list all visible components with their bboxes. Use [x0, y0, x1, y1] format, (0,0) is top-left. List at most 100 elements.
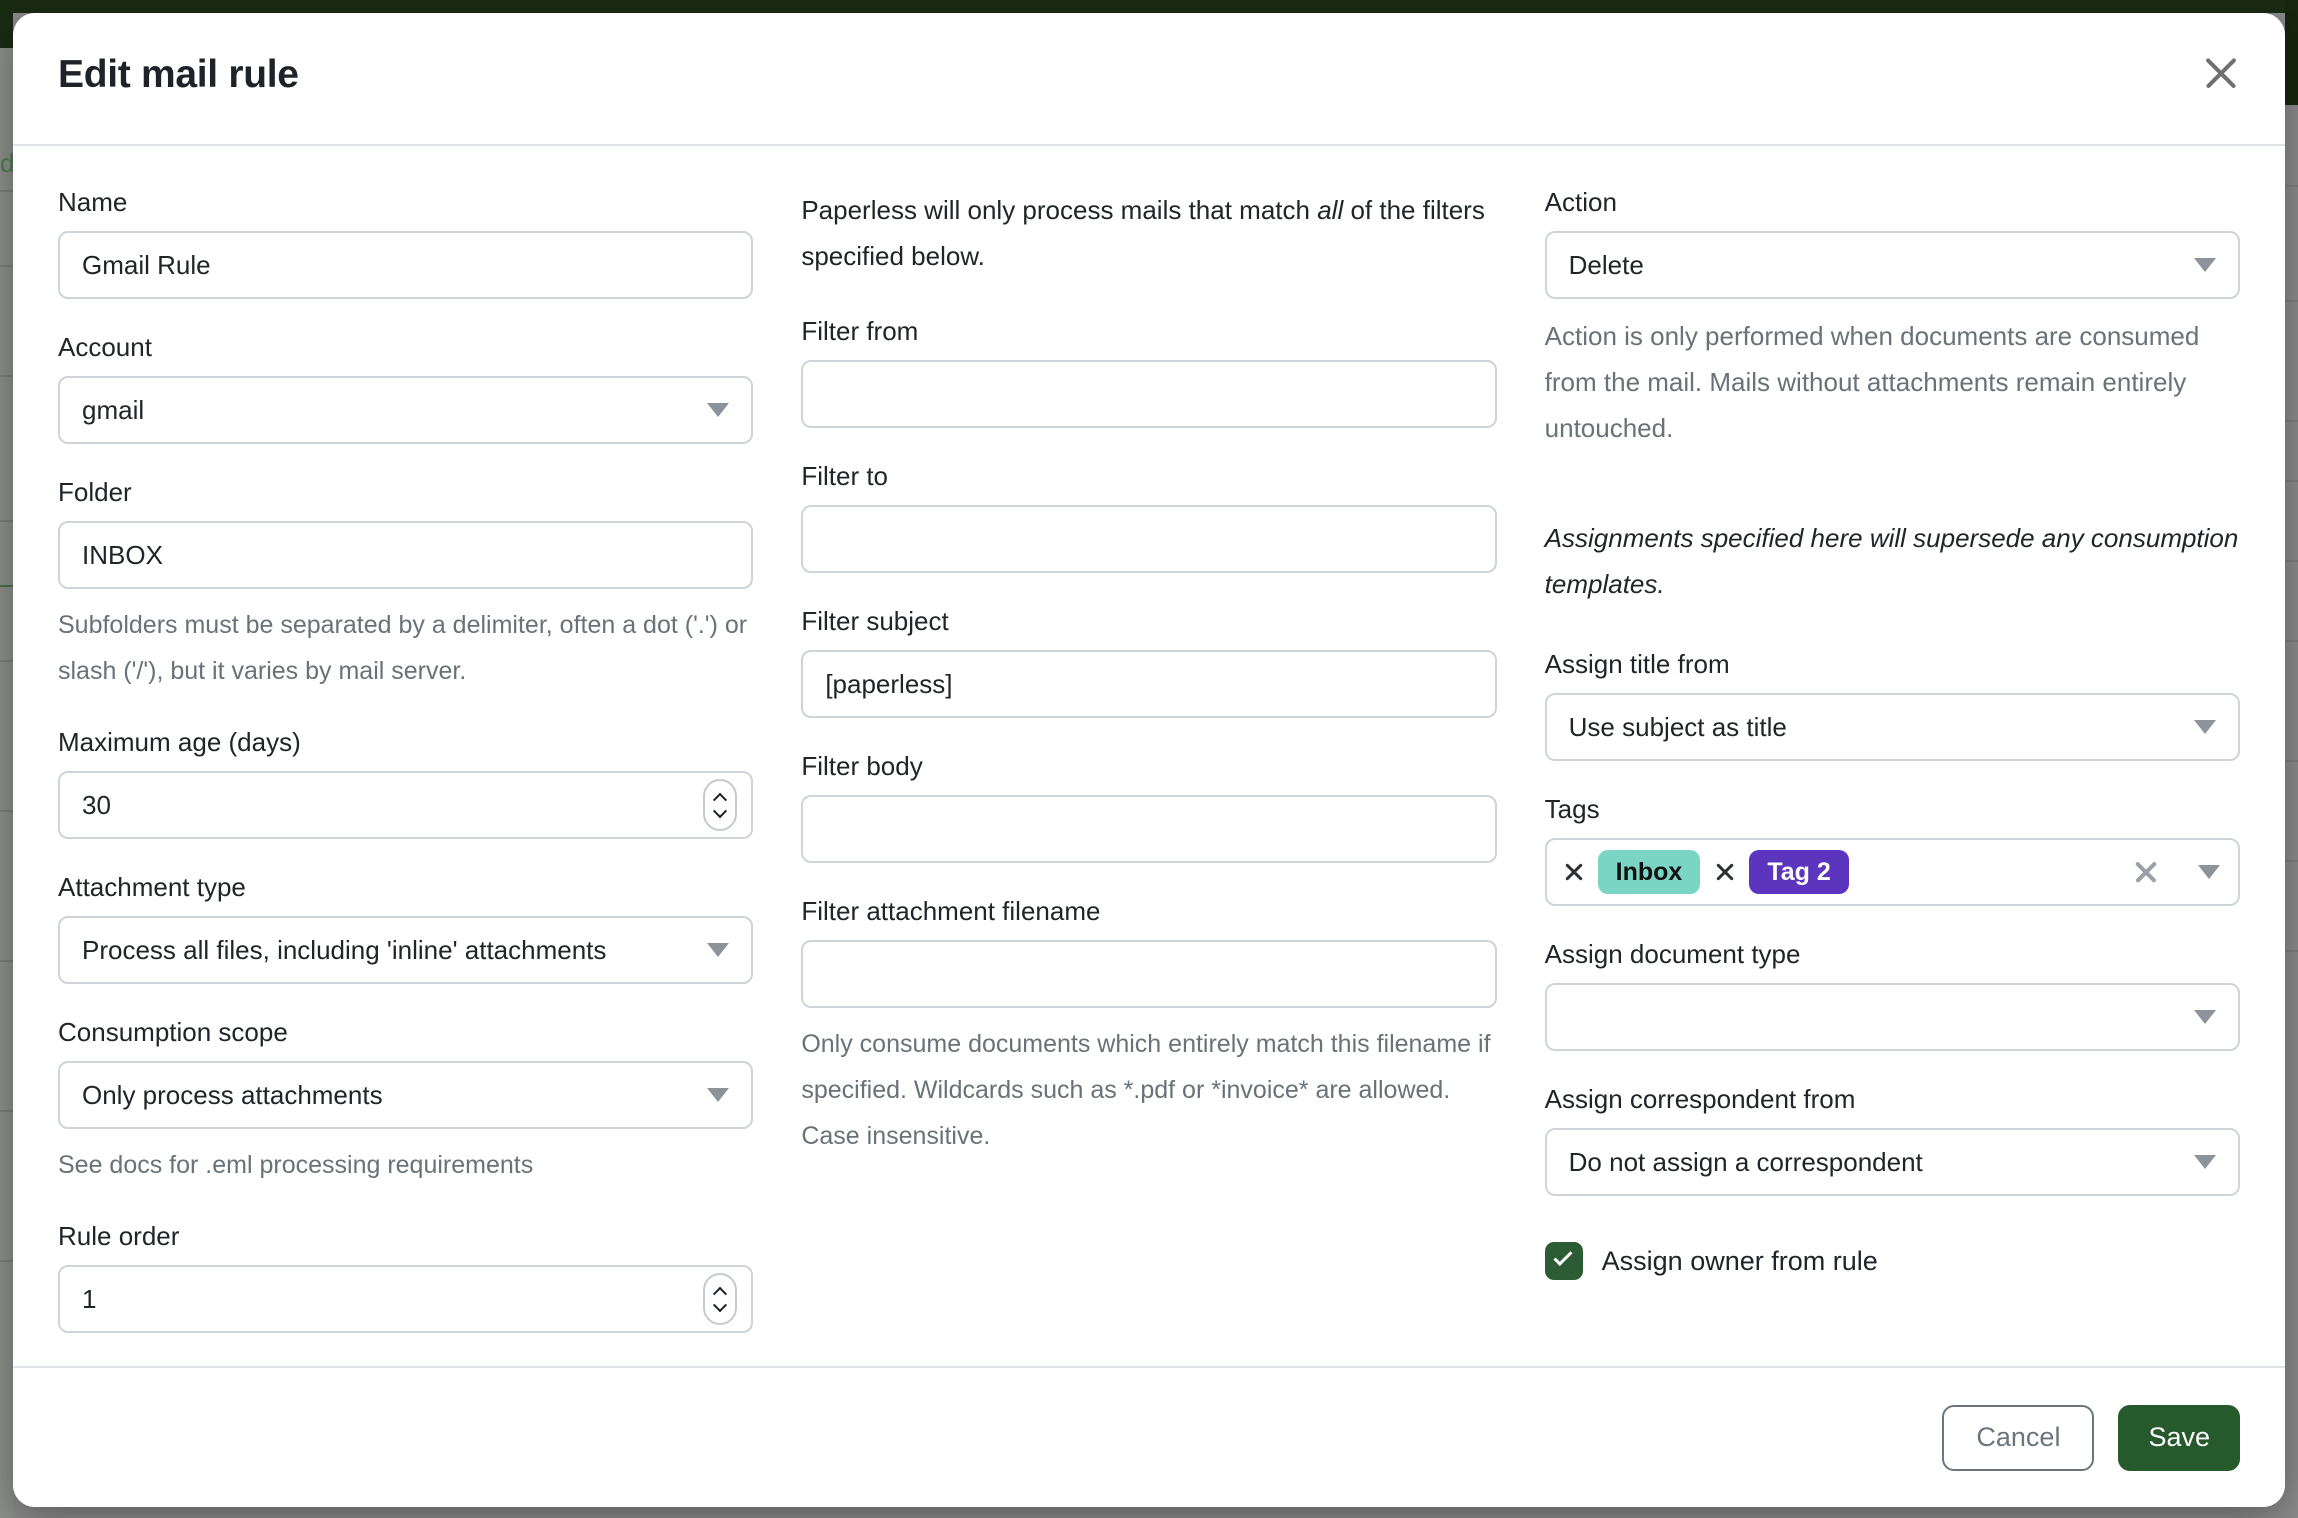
tags-group: Tags Inbox Tag 2 [1544, 794, 2240, 906]
rule-order-stepper[interactable] [703, 1273, 738, 1325]
assign-owner-label: Assign owner from rule [1601, 1245, 1878, 1276]
chevron-down-icon [707, 1088, 730, 1102]
rule-order-value[interactable]: 1 [82, 1283, 97, 1314]
filter-to-input[interactable] [801, 505, 1497, 573]
edit-mail-rule-dialog: Edit mail rule Name Account gmail Folder [13, 13, 2285, 1507]
assign-title-from-label: Assign title from [1544, 649, 1730, 679]
chevron-down-icon [2197, 865, 2220, 879]
filter-subject-group: Filter subject [801, 606, 1497, 718]
attachment-type-select-value: Process all files, including 'inline' at… [82, 934, 607, 965]
rule-order-group: Rule order 1 [58, 1221, 754, 1333]
attachment-type-select[interactable]: Process all files, including 'inline' at… [58, 916, 754, 984]
max-age-label: Maximum age (days) [58, 727, 301, 757]
close-icon [2201, 53, 2241, 93]
filter-attachment-filename-input[interactable] [801, 940, 1497, 1008]
attachment-type-group: Attachment type Process all files, inclu… [58, 872, 754, 984]
max-age-field: 30 [58, 771, 754, 839]
dialog-body: Name Account gmail Folder Subfolders mus… [13, 146, 2285, 1366]
stepper-down-icon [713, 1297, 728, 1312]
save-button[interactable]: Save [2118, 1404, 2240, 1471]
filter-body-input[interactable] [801, 795, 1497, 863]
action-select-value: Delete [1568, 249, 1644, 280]
dialog-header: Edit mail rule [13, 13, 2285, 146]
max-age-stepper[interactable] [703, 779, 738, 831]
assign-title-from-group: Assign title from Use subject as title [1544, 649, 2240, 761]
background-left-edge: d [0, 0, 15, 1518]
column-general: Name Account gmail Folder Subfolders mus… [58, 187, 754, 1366]
folder-group: Folder Subfolders must be separated by a… [58, 477, 754, 694]
assign-correspondent-from-label: Assign correspondent from [1544, 1084, 1856, 1114]
assign-correspondent-from-select[interactable]: Do not assign a correspondent [1544, 1128, 2240, 1196]
filter-from-label: Filter from [801, 316, 919, 346]
background-left-header [0, 0, 13, 48]
tags-label: Tags [1544, 794, 1600, 824]
assign-owner-checkbox[interactable] [1544, 1242, 1583, 1280]
tags-select[interactable]: Inbox Tag 2 [1544, 838, 2240, 906]
account-label: Account [58, 332, 152, 362]
chevron-down-icon [2193, 258, 2216, 272]
assign-title-from-select[interactable]: Use subject as title [1544, 693, 2240, 761]
max-age-group: Maximum age (days) 30 [58, 727, 754, 839]
rule-order-field: 1 [58, 1265, 754, 1333]
rule-order-label: Rule order [58, 1221, 180, 1251]
cancel-button[interactable]: Cancel [1942, 1404, 2095, 1471]
tag-chip: Inbox [1597, 849, 1701, 895]
chevron-down-icon [707, 943, 730, 957]
tags-chip-list: Inbox Tag 2 [1563, 849, 2123, 895]
filter-body-group: Filter body [801, 751, 1497, 863]
consumption-scope-select[interactable]: Only process attachments [58, 1061, 754, 1129]
max-age-value[interactable]: 30 [82, 789, 111, 820]
filters-intro-emphasis: all [1317, 195, 1344, 225]
account-select-value: gmail [82, 394, 145, 425]
assign-owner-row: Assign owner from rule [1544, 1242, 2240, 1280]
chevron-down-icon [2193, 720, 2216, 734]
assign-title-from-select-value: Use subject as title [1568, 711, 1787, 742]
background-right-header [2285, 0, 2298, 105]
action-select[interactable]: Delete [1544, 231, 2240, 299]
name-group: Name [58, 187, 754, 299]
assign-correspondent-from-group: Assign correspondent from Do not assign … [1544, 1084, 2240, 1196]
tag-chip-item: Tag 2 [1714, 849, 1849, 895]
assign-document-type-select[interactable] [1544, 983, 2240, 1051]
consumption-scope-label: Consumption scope [58, 1017, 288, 1047]
column-filters: Paperless will only process mails that m… [801, 187, 1497, 1366]
background-right-edge [2285, 0, 2298, 1518]
filter-subject-input[interactable] [801, 650, 1497, 718]
close-button[interactable] [2195, 47, 2247, 99]
account-group: Account gmail [58, 332, 754, 444]
filter-attachment-filename-hint: Only consume documents which entirely ma… [801, 1030, 1491, 1150]
account-select[interactable]: gmail [58, 376, 754, 444]
filter-from-input[interactable] [801, 360, 1497, 428]
filter-attachment-filename-label: Filter attachment filename [801, 896, 1101, 926]
folder-input[interactable] [58, 521, 754, 589]
tag-chip-item: Inbox [1563, 849, 1701, 895]
action-label: Action [1544, 187, 1617, 217]
stepper-down-icon [713, 803, 728, 818]
background-stray-text: d [0, 148, 15, 178]
name-label: Name [58, 187, 128, 217]
attachment-type-label: Attachment type [58, 872, 246, 902]
consumption-scope-select-value: Only process attachments [82, 1079, 383, 1110]
page-title: Edit mail rule [58, 53, 299, 96]
background-top-bar [0, 0, 2298, 13]
chevron-down-icon [2193, 1155, 2216, 1169]
column-actions: Action Delete Action is only performed w… [1544, 187, 2240, 1366]
chevron-down-icon [2193, 1010, 2216, 1024]
filter-body-label: Filter body [801, 751, 923, 781]
filter-subject-label: Filter subject [801, 606, 949, 636]
chevron-down-icon [707, 403, 730, 417]
tags-select-controls [2133, 859, 2220, 886]
remove-tag-icon[interactable] [1563, 861, 1585, 883]
tag-chip: Tag 2 [1749, 849, 1849, 895]
consumption-scope-hint: See docs for .eml processing requirement… [58, 1151, 534, 1179]
dialog-footer: Cancel Save [13, 1366, 2285, 1507]
action-hint: Action is only performed when documents … [1544, 321, 2200, 443]
remove-tag-icon[interactable] [1714, 861, 1736, 883]
clear-tags-icon[interactable] [2133, 859, 2160, 886]
assign-document-type-label: Assign document type [1544, 939, 1801, 969]
filter-to-label: Filter to [801, 461, 889, 491]
action-group: Action Delete Action is only performed w… [1544, 187, 2240, 451]
consumption-scope-group: Consumption scope Only process attachmen… [58, 1017, 754, 1188]
name-input[interactable] [58, 231, 754, 299]
filter-to-group: Filter to [801, 461, 1497, 573]
